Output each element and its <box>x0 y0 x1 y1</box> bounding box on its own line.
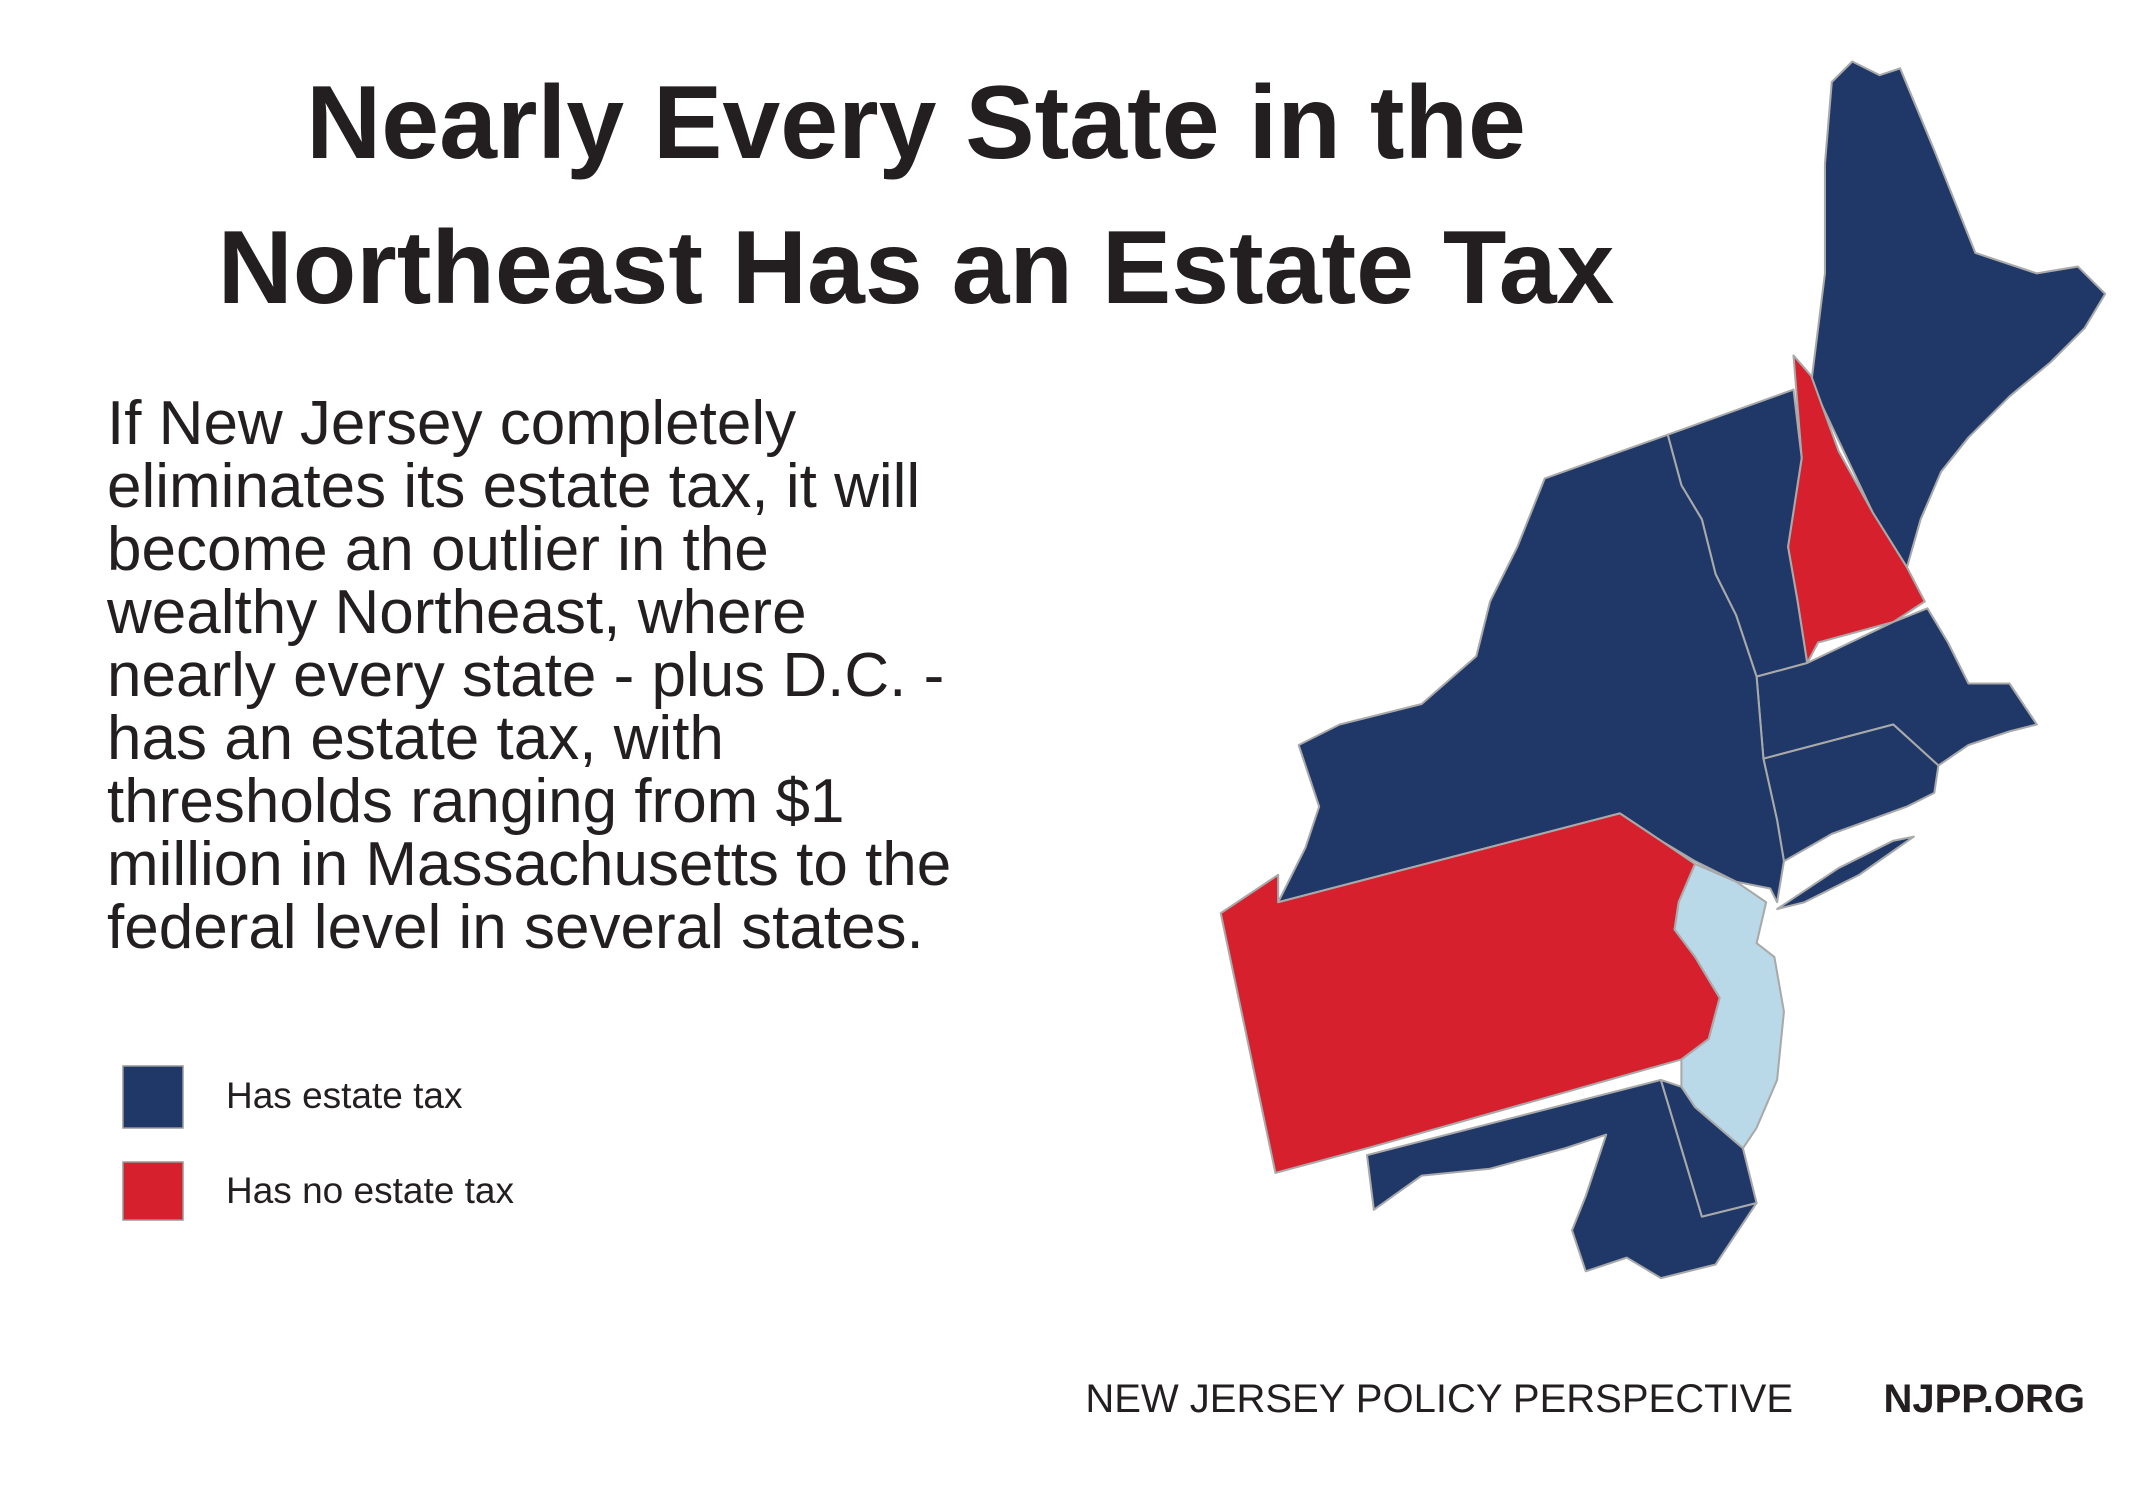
body-line: eliminates its estate tax, it will <box>107 452 920 521</box>
legend-swatch <box>122 1161 184 1221</box>
map <box>1219 60 2107 1280</box>
body-line: federal level in several states. <box>107 893 924 962</box>
body-line: nearly every state - plus D.C. - <box>107 641 944 710</box>
footer-organization: NEW JERSEY POLICY PERSPECTIVE <box>1085 1377 1793 1421</box>
legend-label: Has no estate tax <box>226 1170 514 1211</box>
legend: Has estate tax Has no estate tax <box>122 1065 514 1221</box>
body-line: thresholds ranging from $1 <box>107 767 845 836</box>
title-line: Northeast Has an Estate Tax <box>218 210 1615 326</box>
long-island <box>1776 835 1915 911</box>
state-maine <box>1810 60 2107 569</box>
body-line: has an estate tax, with <box>107 704 724 773</box>
title-line: Nearly Every State in the <box>306 65 1526 181</box>
state-delaware <box>1659 1078 1758 1218</box>
body-line: If New Jersey completely <box>107 389 796 458</box>
legend-swatch <box>122 1065 184 1129</box>
body-line: million in Massachusetts to the <box>107 830 951 899</box>
legend-label: Has estate tax <box>226 1075 463 1116</box>
body-line: become an outlier in the <box>107 515 769 584</box>
body-line: wealthy Northeast, where <box>106 578 807 647</box>
footer-website[interactable]: NJPP.ORG <box>1883 1377 2085 1421</box>
